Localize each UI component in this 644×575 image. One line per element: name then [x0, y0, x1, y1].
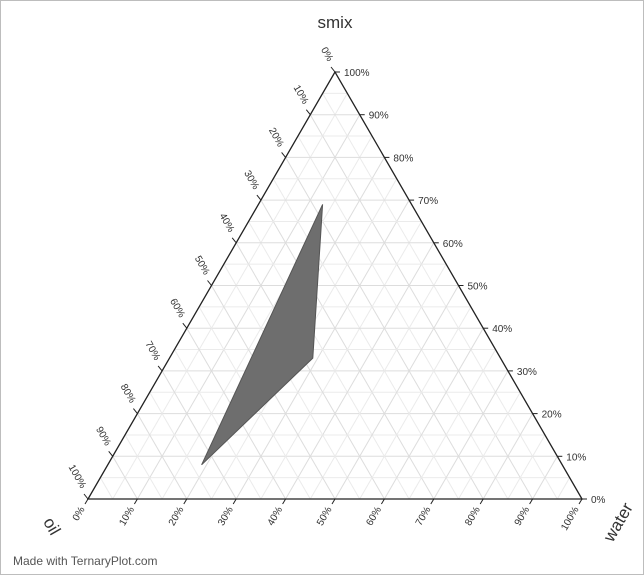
oil-tick-label: 50% [192, 254, 212, 277]
grid-line [161, 370, 237, 500]
water-tick [282, 498, 287, 505]
axis-title-right: water [599, 499, 637, 546]
oil-tick [207, 280, 212, 286]
grid-line [272, 178, 459, 500]
water-tick [529, 498, 534, 505]
water-tick-label: 80% [463, 505, 483, 528]
grid-line [112, 93, 348, 500]
oil-tick-label: 80% [118, 382, 138, 405]
axis-title-top: smix [318, 13, 353, 32]
tick-layer: 0%0%0%10%10%10%20%20%20%30%30%30%40%40%4… [66, 45, 606, 532]
grid-line [161, 135, 373, 500]
water-tick [331, 498, 336, 505]
water-tick-label: 0% [71, 505, 88, 523]
water-tick [479, 498, 484, 505]
oil-tick-label: 10% [291, 83, 311, 106]
grid-line [99, 477, 114, 500]
oil-tick-label: 100% [66, 463, 88, 491]
oil-tick-label: 40% [217, 211, 237, 234]
grid-line [408, 349, 496, 500]
oil-tick [231, 237, 237, 244]
water-tick-label: 40% [266, 505, 286, 528]
grid-line [507, 434, 546, 500]
oil-tick [133, 408, 138, 414]
grid-line [482, 413, 534, 500]
water-tick [84, 498, 89, 505]
axis-title-left: oil [39, 514, 64, 538]
smix-tick-label: 60% [443, 239, 463, 250]
grid-line [112, 456, 138, 500]
smix-tick-label: 20% [542, 410, 562, 421]
grid-line [223, 263, 361, 500]
water-tick-label: 100% [559, 505, 581, 533]
grid-line [383, 327, 484, 500]
data-region-layer [201, 204, 324, 466]
grid-line [149, 391, 212, 500]
smix-tick-label: 30% [517, 367, 537, 378]
grid-line [309, 263, 447, 500]
water-tick [578, 498, 583, 505]
oil-tick [305, 109, 311, 116]
oil-tick [281, 152, 286, 158]
grid-line [322, 93, 558, 500]
grid-line [248, 221, 410, 500]
water-tick-label: 30% [216, 505, 236, 528]
grid-line [124, 434, 163, 500]
data-region [201, 204, 324, 466]
grid-line [433, 370, 509, 500]
water-tick [380, 498, 385, 505]
oil-tick [83, 493, 89, 500]
oil-tick [108, 450, 114, 457]
grid-line [174, 349, 262, 500]
water-tick-label: 50% [315, 505, 335, 528]
smix-tick-label: 90% [369, 111, 389, 122]
credit-text: Made with TernaryPlot.com [13, 554, 158, 568]
smix-tick-label: 50% [468, 282, 488, 293]
grid [99, 92, 571, 500]
water-tick [232, 498, 237, 505]
grid-line [458, 391, 521, 500]
grid-line [260, 221, 422, 500]
smix-tick-label: 10% [566, 452, 586, 463]
grid-line [136, 413, 188, 500]
oil-tick-label: 70% [142, 340, 162, 363]
oil-tick-label: 90% [93, 425, 113, 448]
smix-tick-label: 40% [492, 324, 512, 335]
grid-line [334, 285, 459, 500]
water-tick-label: 20% [167, 505, 187, 528]
oil-tick [182, 322, 188, 329]
smix-tick-label: 0% [591, 495, 606, 506]
oil-tick [330, 66, 336, 73]
smix-tick-label: 80% [393, 153, 413, 164]
water-tick-label: 70% [414, 505, 434, 528]
grid-line [297, 135, 509, 500]
water-tick [430, 498, 435, 505]
water-tick-label: 90% [513, 505, 533, 528]
oil-tick-label: 20% [266, 126, 286, 149]
oil-tick [256, 194, 262, 201]
grid-line [532, 456, 558, 500]
grid-line [556, 477, 571, 500]
grid-line [359, 306, 472, 500]
water-tick-label: 10% [117, 505, 137, 528]
oil-tick-label: 30% [241, 169, 261, 192]
oil-tick-label: 60% [167, 297, 187, 320]
smix-tick-label: 100% [344, 68, 370, 79]
smix-tick-label: 70% [418, 196, 438, 207]
water-tick [183, 498, 188, 505]
water-tick-label: 60% [364, 505, 384, 528]
oil-tick-label: 0% [318, 45, 335, 63]
oil-tick [157, 365, 163, 372]
water-tick [133, 498, 138, 505]
